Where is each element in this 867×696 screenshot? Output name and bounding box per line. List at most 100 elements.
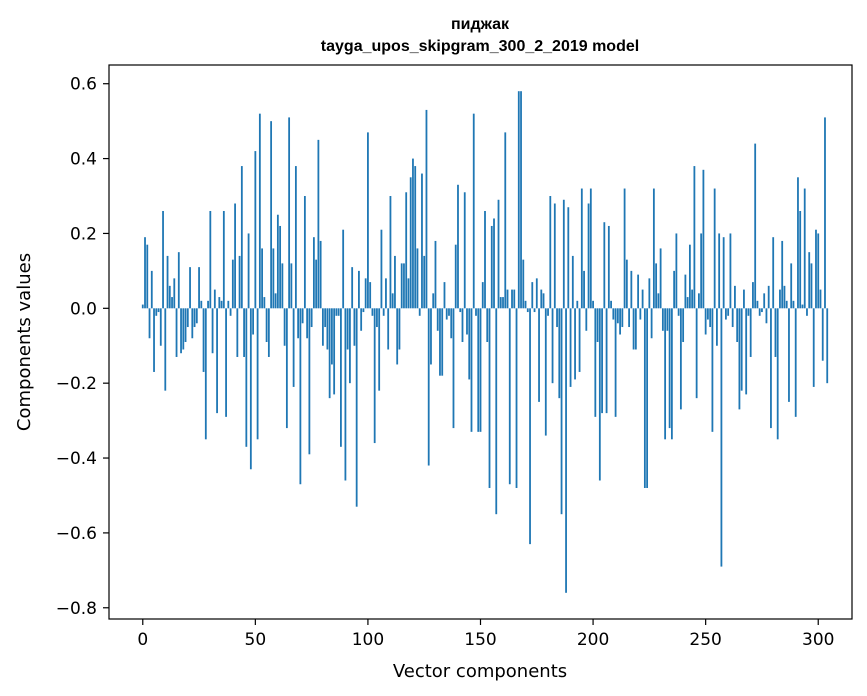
bar xyxy=(731,308,734,328)
bar xyxy=(400,263,403,309)
bar xyxy=(576,300,579,309)
bar xyxy=(704,308,707,335)
bar xyxy=(216,308,218,414)
bar xyxy=(569,308,572,387)
bar xyxy=(648,278,651,309)
bar xyxy=(589,188,592,309)
bar xyxy=(553,203,556,309)
bar xyxy=(531,282,534,309)
bar xyxy=(146,244,149,309)
bar xyxy=(231,259,234,309)
bar xyxy=(364,278,367,309)
bar xyxy=(425,109,428,309)
bar xyxy=(416,248,419,309)
bar xyxy=(745,308,748,395)
bar xyxy=(565,308,567,593)
y-tick-label: −0.8 xyxy=(56,599,97,619)
bar xyxy=(193,308,196,328)
y-tick-label: 0.2 xyxy=(70,224,97,244)
bar xyxy=(743,289,745,309)
bar xyxy=(358,270,360,309)
bar xyxy=(344,308,347,481)
x-tick-label: 250 xyxy=(689,630,721,650)
bar xyxy=(198,267,200,309)
bar xyxy=(240,166,243,309)
bar xyxy=(691,289,694,309)
bar xyxy=(204,308,207,440)
bar xyxy=(319,240,322,309)
bar xyxy=(502,297,504,309)
bar xyxy=(756,300,759,309)
bar xyxy=(164,308,167,391)
bar xyxy=(529,308,531,545)
bar xyxy=(236,308,239,357)
bar xyxy=(738,308,741,410)
bar xyxy=(367,132,369,309)
x-tick-label: 50 xyxy=(245,630,267,650)
y-axis: 0.6 0.4 0.2 0.0 −0.2 −0.4 −0.6 −0.8 xyxy=(56,75,109,619)
bar xyxy=(785,300,788,309)
bar xyxy=(346,308,349,350)
bar xyxy=(799,210,802,309)
y-tick-label: −0.6 xyxy=(56,524,97,544)
bar xyxy=(664,308,667,440)
chart-title: пиджак xyxy=(451,16,510,33)
bar xyxy=(517,91,520,309)
bar xyxy=(499,297,502,309)
bar xyxy=(677,308,680,316)
bar xyxy=(607,225,610,309)
bar xyxy=(405,192,408,309)
bar-series xyxy=(141,91,829,593)
bar xyxy=(389,196,392,309)
bar xyxy=(141,304,144,309)
bar xyxy=(752,282,754,309)
bar xyxy=(448,308,450,316)
bar xyxy=(713,188,716,309)
bar xyxy=(267,308,270,357)
bar xyxy=(445,308,448,320)
bar xyxy=(774,308,777,357)
bar xyxy=(668,308,671,429)
bar xyxy=(477,308,480,432)
bar xyxy=(182,308,185,350)
bar xyxy=(596,308,599,342)
bar xyxy=(243,308,245,357)
bar xyxy=(303,196,306,309)
bar xyxy=(470,308,473,432)
bar xyxy=(484,210,486,309)
bar xyxy=(225,308,227,417)
bar xyxy=(598,308,601,481)
bar xyxy=(684,274,687,309)
bar xyxy=(824,117,826,309)
bar xyxy=(808,252,811,309)
bar xyxy=(646,308,649,488)
bar xyxy=(747,308,750,316)
bar xyxy=(452,308,455,429)
bar xyxy=(195,308,198,324)
bar xyxy=(333,308,336,395)
bar xyxy=(765,308,768,324)
bar xyxy=(256,308,259,440)
bar xyxy=(261,248,263,309)
bar xyxy=(761,308,763,313)
bar xyxy=(177,252,180,309)
bar xyxy=(297,308,300,339)
bar xyxy=(173,278,176,309)
bar xyxy=(434,240,437,309)
bar xyxy=(175,308,178,357)
bar xyxy=(441,308,444,376)
bar xyxy=(533,308,536,313)
bar xyxy=(571,255,574,309)
bar xyxy=(463,192,466,309)
bar xyxy=(781,240,784,309)
bar xyxy=(342,229,345,309)
bar xyxy=(443,282,446,309)
bar xyxy=(285,308,288,429)
bar xyxy=(258,113,261,309)
bar xyxy=(171,297,173,309)
bar xyxy=(580,188,583,309)
bar xyxy=(207,300,209,309)
bar xyxy=(628,308,630,328)
bar xyxy=(734,285,736,309)
bar xyxy=(682,308,685,342)
